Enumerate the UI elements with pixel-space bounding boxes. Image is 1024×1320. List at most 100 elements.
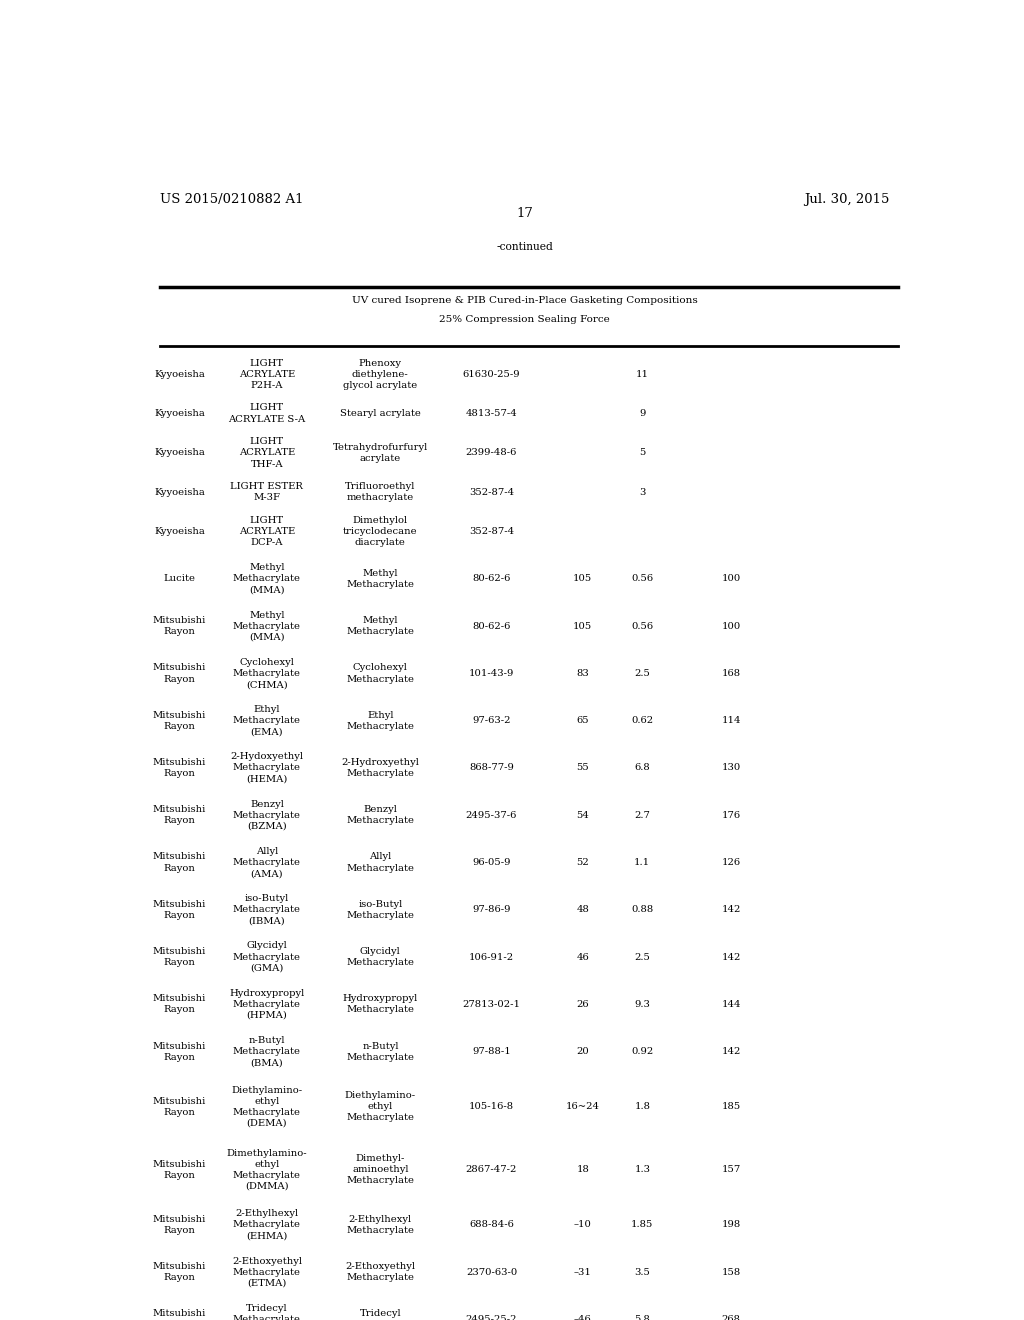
Text: 268: 268 xyxy=(722,1315,740,1320)
Text: Mitsubishi
Rayon: Mitsubishi Rayon xyxy=(153,1160,206,1180)
Text: 0.62: 0.62 xyxy=(631,717,653,725)
Text: 2-Hydoxyethyl
Methacrylate
(HEMA): 2-Hydoxyethyl Methacrylate (HEMA) xyxy=(230,752,303,784)
Text: 157: 157 xyxy=(722,1166,740,1175)
Text: 55: 55 xyxy=(577,763,589,772)
Text: Hydroxypropyl
Methacrylate
(HPMA): Hydroxypropyl Methacrylate (HPMA) xyxy=(229,989,304,1020)
Text: Benzyl
Methacrylate
(BZMA): Benzyl Methacrylate (BZMA) xyxy=(232,800,301,830)
Text: Tetrahydrofurfuryl
acrylate: Tetrahydrofurfuryl acrylate xyxy=(333,442,428,463)
Text: 1.85: 1.85 xyxy=(631,1221,653,1229)
Text: Tridecyl
Methacrylate: Tridecyl Methacrylate xyxy=(346,1309,415,1320)
Text: 80-62-6: 80-62-6 xyxy=(472,622,511,631)
Text: 4813-57-4: 4813-57-4 xyxy=(466,409,517,418)
Text: LIGHT
ACRYLATE
DCP-A: LIGHT ACRYLATE DCP-A xyxy=(239,516,295,548)
Text: Allyl
Methacrylate
(AMA): Allyl Methacrylate (AMA) xyxy=(232,847,301,878)
Text: 176: 176 xyxy=(722,810,740,820)
Text: 20: 20 xyxy=(577,1047,589,1056)
Text: 2.7: 2.7 xyxy=(634,810,650,820)
Text: Methyl
Methacrylate
(MMA): Methyl Methacrylate (MMA) xyxy=(232,611,301,642)
Text: 6.8: 6.8 xyxy=(635,763,650,772)
Text: 101-43-9: 101-43-9 xyxy=(469,669,514,678)
Text: 5.8: 5.8 xyxy=(634,1315,650,1320)
Text: Kyyoeisha: Kyyoeisha xyxy=(155,449,205,458)
Text: 27813-02-1: 27813-02-1 xyxy=(463,999,520,1008)
Text: iso-Butyl
Methacrylate
(IBMA): iso-Butyl Methacrylate (IBMA) xyxy=(232,894,301,925)
Text: Kyyoeisha: Kyyoeisha xyxy=(155,527,205,536)
Text: 130: 130 xyxy=(722,763,740,772)
Text: Allyl
Methacrylate: Allyl Methacrylate xyxy=(346,853,415,873)
Text: 2-Ethoxyethyl
Methacrylate: 2-Ethoxyethyl Methacrylate xyxy=(345,1262,416,1282)
Text: Diethylamino-
ethyl
Methacrylate: Diethylamino- ethyl Methacrylate xyxy=(345,1092,416,1122)
Text: LIGHT
ACRYLATE
P2H-A: LIGHT ACRYLATE P2H-A xyxy=(239,359,295,389)
Text: Mitsubishi
Rayon: Mitsubishi Rayon xyxy=(153,1309,206,1320)
Text: 688-84-6: 688-84-6 xyxy=(469,1221,514,1229)
Text: 61630-25-9: 61630-25-9 xyxy=(463,370,520,379)
Text: 48: 48 xyxy=(577,906,589,915)
Text: 106-91-2: 106-91-2 xyxy=(469,953,514,961)
Text: 126: 126 xyxy=(722,858,740,867)
Text: n-Butyl
Methacrylate: n-Butyl Methacrylate xyxy=(346,1041,415,1061)
Text: 0.56: 0.56 xyxy=(631,574,653,583)
Text: Dimethyl-
aminoethyl
Methacrylate: Dimethyl- aminoethyl Methacrylate xyxy=(346,1154,415,1185)
Text: Mitsubishi
Rayon: Mitsubishi Rayon xyxy=(153,946,206,968)
Text: 158: 158 xyxy=(722,1267,740,1276)
Text: iso-Butyl
Methacrylate: iso-Butyl Methacrylate xyxy=(346,900,415,920)
Text: 11: 11 xyxy=(636,370,649,379)
Text: 868-77-9: 868-77-9 xyxy=(469,763,514,772)
Text: LIGHT ESTER
M-3F: LIGHT ESTER M-3F xyxy=(230,482,303,503)
Text: Benzyl
Methacrylate: Benzyl Methacrylate xyxy=(346,805,415,825)
Text: Mitsubishi
Rayon: Mitsubishi Rayon xyxy=(153,710,206,731)
Text: 18: 18 xyxy=(577,1166,589,1175)
Text: 2867-47-2: 2867-47-2 xyxy=(466,1166,517,1175)
Text: 25% Compression Sealing Force: 25% Compression Sealing Force xyxy=(439,315,610,323)
Text: 142: 142 xyxy=(722,1047,740,1056)
Text: Kyyoeisha: Kyyoeisha xyxy=(155,409,205,418)
Text: 1.1: 1.1 xyxy=(634,858,650,867)
Text: 168: 168 xyxy=(722,669,740,678)
Text: 80-62-6: 80-62-6 xyxy=(472,574,511,583)
Text: Dimethylol
tricyclodecane
diacrylate: Dimethylol tricyclodecane diacrylate xyxy=(343,516,418,548)
Text: 142: 142 xyxy=(722,953,740,961)
Text: Mitsubishi
Rayon: Mitsubishi Rayon xyxy=(153,1041,206,1061)
Text: Mitsubishi
Rayon: Mitsubishi Rayon xyxy=(153,1214,206,1236)
Text: Mitsubishi
Rayon: Mitsubishi Rayon xyxy=(153,664,206,684)
Text: 97-88-1: 97-88-1 xyxy=(472,1047,511,1056)
Text: 26: 26 xyxy=(577,999,589,1008)
Text: 3.5: 3.5 xyxy=(634,1267,650,1276)
Text: Trifluoroethyl
methacrylate: Trifluoroethyl methacrylate xyxy=(345,482,416,503)
Text: 198: 198 xyxy=(722,1221,740,1229)
Text: 100: 100 xyxy=(722,622,740,631)
Text: 105: 105 xyxy=(573,574,592,583)
Text: 105-16-8: 105-16-8 xyxy=(469,1102,514,1111)
Text: 1.8: 1.8 xyxy=(634,1102,650,1111)
Text: 16~24: 16~24 xyxy=(565,1102,600,1111)
Text: Cyclohexyl
Methacrylate: Cyclohexyl Methacrylate xyxy=(346,664,415,684)
Text: 9.3: 9.3 xyxy=(634,999,650,1008)
Text: Glycidyl
Methacrylate: Glycidyl Methacrylate xyxy=(346,946,415,968)
Text: -continued: -continued xyxy=(497,242,553,252)
Text: 105: 105 xyxy=(573,622,592,631)
Text: 83: 83 xyxy=(577,669,589,678)
Text: 352-87-4: 352-87-4 xyxy=(469,527,514,536)
Text: 97-63-2: 97-63-2 xyxy=(472,717,511,725)
Text: 5: 5 xyxy=(639,449,645,458)
Text: 1.3: 1.3 xyxy=(634,1166,650,1175)
Text: –31: –31 xyxy=(573,1267,592,1276)
Text: Mitsubishi
Rayon: Mitsubishi Rayon xyxy=(153,1097,206,1117)
Text: 9: 9 xyxy=(639,409,645,418)
Text: 0.92: 0.92 xyxy=(631,1047,653,1056)
Text: 142: 142 xyxy=(722,906,740,915)
Text: 0.88: 0.88 xyxy=(631,906,653,915)
Text: 65: 65 xyxy=(577,717,589,725)
Text: 2.5: 2.5 xyxy=(634,953,650,961)
Text: Methyl
Methacrylate: Methyl Methacrylate xyxy=(346,569,415,589)
Text: Cyclohexyl
Methacrylate
(CHMA): Cyclohexyl Methacrylate (CHMA) xyxy=(232,657,301,689)
Text: 2-Ethoxyethyl
Methacrylate
(ETMA): 2-Ethoxyethyl Methacrylate (ETMA) xyxy=(231,1257,302,1288)
Text: 52: 52 xyxy=(577,858,589,867)
Text: Mitsubishi
Rayon: Mitsubishi Rayon xyxy=(153,616,206,636)
Text: Tridecyl
Methacrylate
(TDMA): Tridecyl Methacrylate (TDMA) xyxy=(232,1304,301,1320)
Text: 144: 144 xyxy=(721,999,741,1008)
Text: –10: –10 xyxy=(573,1221,592,1229)
Text: Methyl
Methacrylate: Methyl Methacrylate xyxy=(346,616,415,636)
Text: Jul. 30, 2015: Jul. 30, 2015 xyxy=(805,193,890,206)
Text: Ethyl
Methacrylate: Ethyl Methacrylate xyxy=(346,710,415,731)
